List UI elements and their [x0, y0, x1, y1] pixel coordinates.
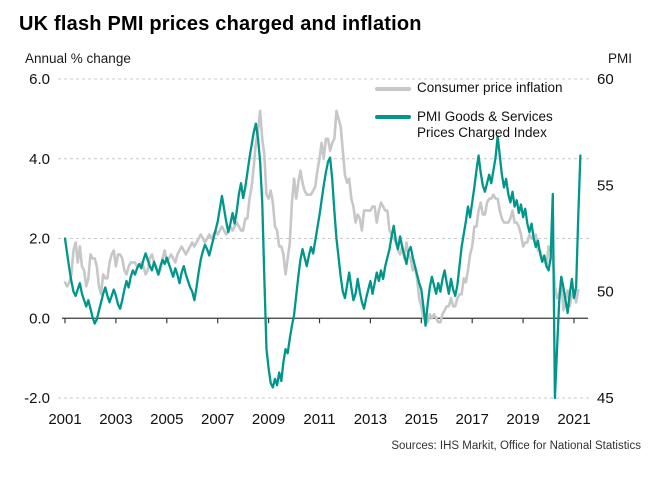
x-tick-label: 2001 [48, 411, 81, 428]
x-tick-label: 2009 [252, 411, 285, 428]
right-tick-label: 55 [597, 177, 614, 194]
cpi-line-swatch [375, 87, 411, 91]
left-tick-label: 4.0 [29, 151, 50, 168]
left-tick-label: 2.0 [29, 231, 50, 248]
x-tick-label: 2019 [506, 411, 539, 428]
x-tick-label: 2017 [456, 411, 489, 428]
cpi-series-line [63, 109, 580, 324]
right-tick-label: 45 [597, 390, 614, 407]
chart-legend: Consumer price inflation PMI Goods & Ser… [375, 80, 563, 154]
x-tick-label: 2003 [99, 411, 132, 428]
right-axis-caption: PMI [607, 51, 632, 66]
x-tick-label: 2005 [150, 411, 183, 428]
chart-title: UK flash PMI prices charged and inflatio… [19, 13, 422, 35]
left-tick-label: 0.0 [29, 310, 50, 327]
right-tick-label: 60 [597, 71, 614, 88]
left-tick-label: 6.0 [29, 71, 50, 88]
right-tick-label: 50 [597, 284, 614, 301]
x-tick-label: 2013 [354, 411, 387, 428]
x-tick-label: 2021 [557, 411, 590, 428]
legend-item-pmi: PMI Goods & Services Prices Charged Inde… [375, 109, 563, 141]
source-note: Sources: IHS Markit, Office for National… [391, 440, 641, 452]
left-tick-label: -2.0 [24, 390, 50, 407]
line-chart: 2001 2003 2005 2007 2009 2011 2013 2015 2017 2019… [24, 71, 614, 428]
x-tick-label: 2007 [201, 411, 234, 428]
legend-label-pmi: PMI Goods & Services Prices Charged Inde… [417, 109, 553, 140]
pmi-line-swatch [375, 115, 411, 119]
legend-item-cpi: Consumer price inflation [375, 80, 563, 96]
x-tick-label: 2011 [303, 411, 335, 428]
x-tick-label: 2015 [405, 411, 438, 428]
left-axis-caption: Annual % change [25, 51, 131, 66]
pmi-series-line [63, 122, 582, 400]
legend-label-cpi: Consumer price inflation [417, 80, 563, 95]
